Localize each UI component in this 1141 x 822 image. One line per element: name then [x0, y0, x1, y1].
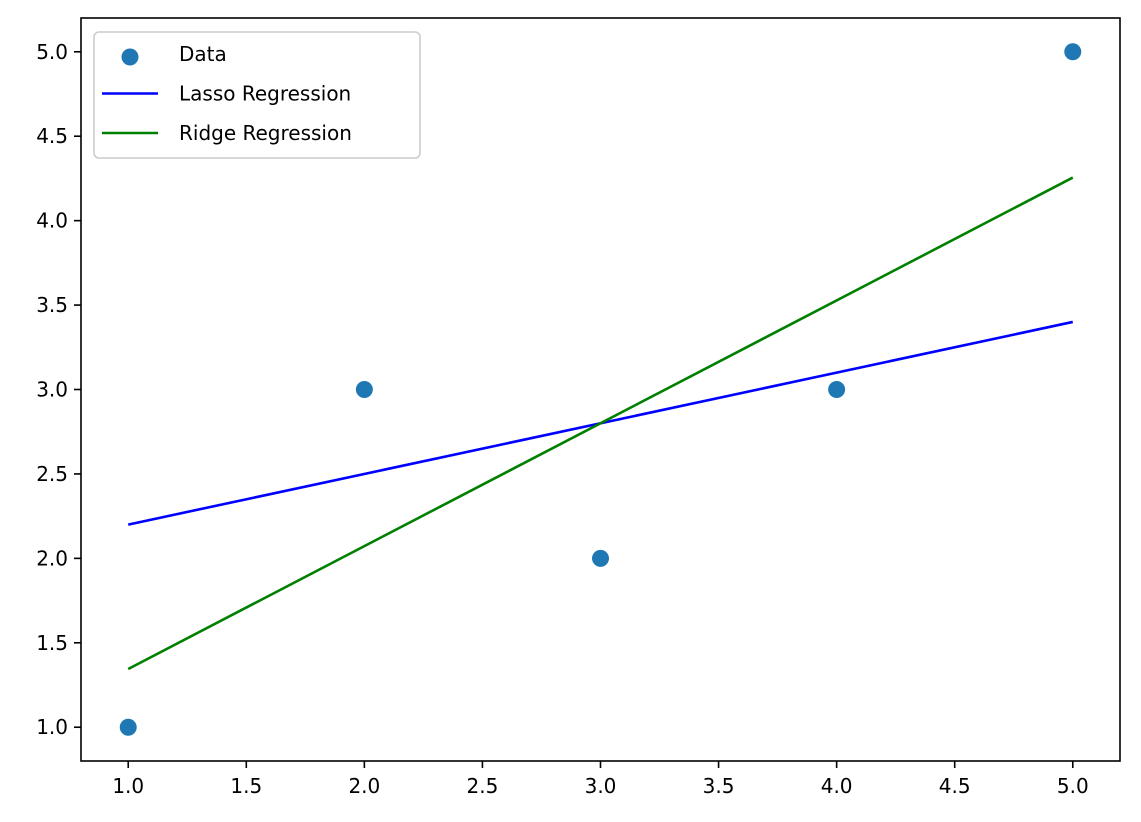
- x-tick-label: 4.0: [821, 774, 853, 798]
- data-point: [119, 718, 137, 736]
- x-tick-label: 3.0: [585, 774, 617, 798]
- data-point: [592, 549, 609, 567]
- data-point: [828, 381, 846, 398]
- legend-label-ridge-regression: Ridge Regression: [179, 121, 352, 145]
- y-tick-label: 5.0: [36, 40, 68, 64]
- y-tick-label: 4.5: [36, 124, 68, 148]
- y-tick-label: 1.5: [36, 631, 68, 655]
- legend-label-lasso-regression: Lasso Regression: [179, 82, 351, 106]
- y-tick-label: 2.5: [36, 462, 68, 486]
- series-line-ridge-regression: [127, 176, 1074, 671]
- y-tick-label: 3.5: [36, 293, 68, 317]
- y-tick-label: 4.0: [36, 209, 68, 233]
- x-tick-label: 1.0: [112, 774, 144, 798]
- legend-marker-data: [121, 48, 139, 66]
- y-tick-label: 1.0: [36, 715, 68, 739]
- x-tick-label: 4.5: [939, 774, 971, 798]
- y-tick-label: 3.0: [36, 378, 68, 402]
- x-tick-label: 1.5: [230, 774, 262, 798]
- x-tick-label: 2.0: [348, 774, 380, 798]
- x-tick-label: 3.5: [703, 774, 735, 798]
- legend-box: [93, 31, 421, 159]
- x-tick-label: 2.5: [467, 774, 499, 798]
- legend: Data Lasso Regression Ridge Regression: [93, 31, 421, 159]
- x-tick-label: 5.0: [1057, 774, 1089, 798]
- y-tick-label: 2.0: [36, 546, 68, 570]
- data-point: [355, 381, 373, 398]
- data-point: [1064, 43, 1082, 61]
- axes: 1.0 1.5 2.0 2.5 3.0 3.5 4.0 4.5 5.0 1.0 1.5 2.0 2.5 3…: [36, 17, 1121, 798]
- legend-label-data: Data: [179, 42, 227, 66]
- plot-area: [119, 43, 1082, 736]
